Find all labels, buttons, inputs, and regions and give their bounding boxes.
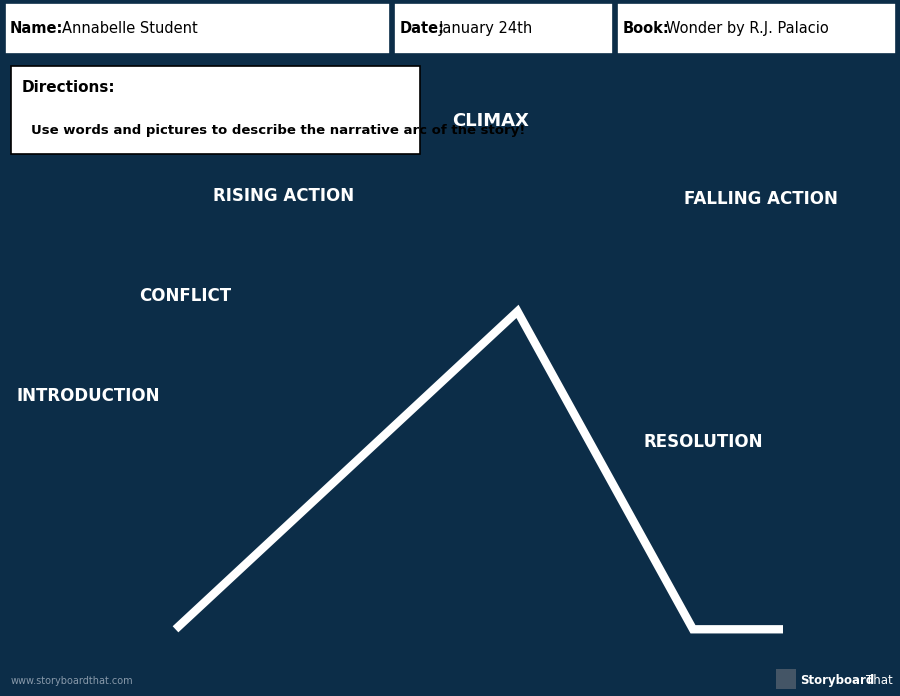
Text: www.storyboardthat.com: www.storyboardthat.com xyxy=(11,676,133,686)
Text: Directions:: Directions: xyxy=(22,80,115,95)
FancyBboxPatch shape xyxy=(617,3,896,54)
FancyBboxPatch shape xyxy=(776,670,796,689)
Text: CLIMAX: CLIMAX xyxy=(452,111,529,129)
Text: That: That xyxy=(866,674,893,688)
FancyBboxPatch shape xyxy=(4,3,390,54)
Text: Wonder by R.J. Palacio: Wonder by R.J. Palacio xyxy=(666,21,829,36)
Text: Name:: Name: xyxy=(10,21,63,36)
FancyBboxPatch shape xyxy=(11,66,420,154)
Text: RESOLUTION: RESOLUTION xyxy=(644,433,763,450)
Text: Annabelle Student: Annabelle Student xyxy=(62,21,198,36)
Text: INTRODUCTION: INTRODUCTION xyxy=(16,387,159,405)
Text: Date:: Date: xyxy=(400,21,445,36)
Text: CONFLICT: CONFLICT xyxy=(140,287,231,306)
Text: January 24th: January 24th xyxy=(438,21,533,36)
Text: FALLING ACTION: FALLING ACTION xyxy=(684,191,838,208)
Text: Book:: Book: xyxy=(623,21,670,36)
FancyBboxPatch shape xyxy=(394,3,613,54)
Text: RISING ACTION: RISING ACTION xyxy=(213,187,354,205)
Text: Storyboard: Storyboard xyxy=(800,674,875,688)
Text: Use words and pictures to describe the narrative arc of the story!: Use words and pictures to describe the n… xyxy=(31,125,525,137)
